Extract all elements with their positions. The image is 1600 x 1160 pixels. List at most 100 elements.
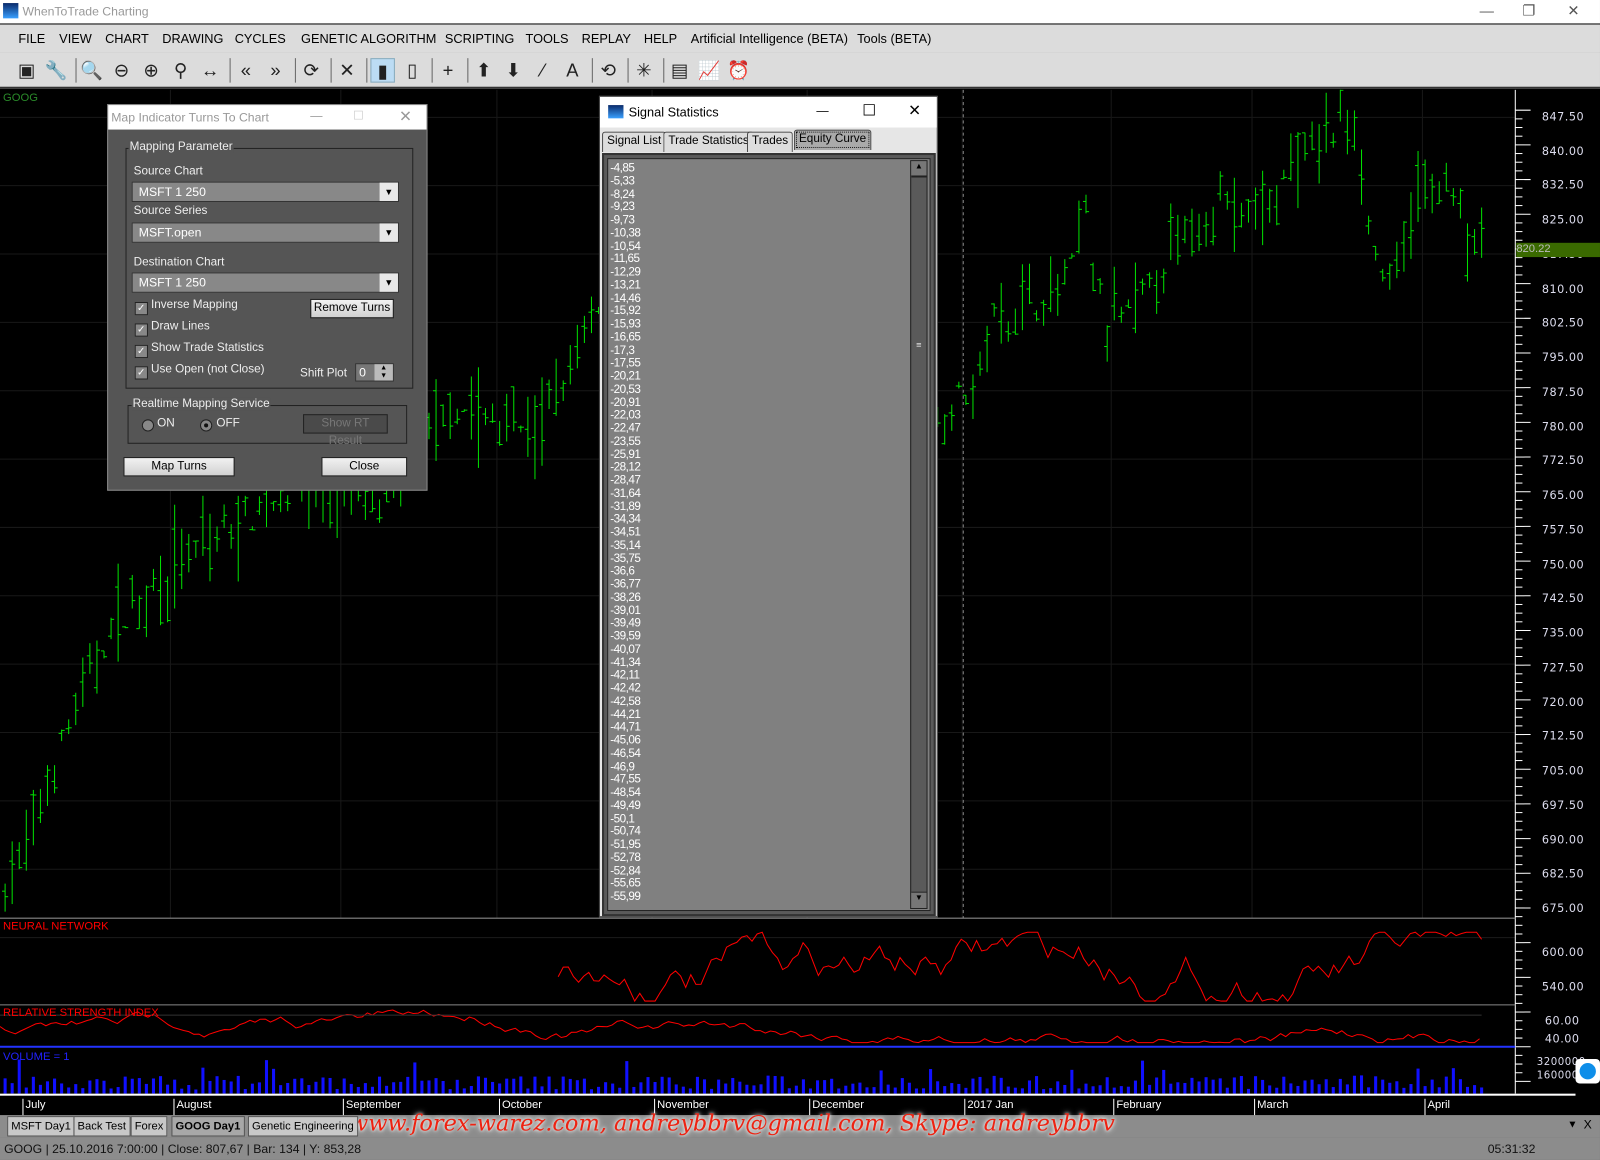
price-axis-label: 840.00	[1541, 144, 1585, 158]
menu-genetic-algorithm[interactable]: GENETIC ALGORITHM	[301, 31, 437, 46]
crosshair-icon[interactable]: +	[442, 60, 454, 81]
maximize-button[interactable]: ☐	[862, 102, 876, 120]
zoom-icon[interactable]: ⚲	[173, 60, 188, 81]
close-dialog-button[interactable]: Close	[321, 457, 408, 477]
refresh-selection-icon[interactable]: ⟳	[303, 60, 319, 81]
chart-tab-forex[interactable]: Forex	[130, 1116, 168, 1137]
volume-bar	[1473, 1085, 1477, 1094]
menu-help[interactable]: HELP	[643, 31, 678, 46]
source-series-select[interactable]: MSFT.open ▼	[131, 222, 399, 243]
zoom-reset-icon[interactable]: 🔍	[80, 60, 104, 81]
equity-list[interactable]: -4,85 -5,33 -8,24 -9,23 -9,73 -10,38 -10,54 -11…	[607, 158, 931, 912]
dialog-title: Map Indicator Turns To Chart	[111, 110, 269, 125]
scroll-up-icon[interactable]: ▲	[911, 161, 927, 178]
checkbox-label: Use Open (not Close)	[151, 363, 265, 376]
volume-bar	[455, 1079, 459, 1094]
menu-file[interactable]: FILE	[18, 31, 46, 46]
show-rt-result-button[interactable]: Show RT Result	[303, 414, 388, 447]
tab-trades[interactable]: Trades	[746, 131, 794, 153]
chevron-down-icon[interactable]: ▼	[379, 182, 398, 201]
scroll-forward-icon[interactable]: »	[270, 60, 281, 81]
scrollbar[interactable]: ▲ ≡ ▼	[910, 160, 928, 909]
volume-bar	[166, 1084, 170, 1094]
checkbox-draw-lines[interactable]: ✓	[134, 323, 148, 337]
text-tool-icon[interactable]: A	[566, 60, 579, 81]
scroll-back-icon[interactable]: «	[240, 60, 252, 81]
tab-equity-curve[interactable]: Equity Curve	[793, 129, 872, 150]
menu-chart[interactable]: CHART	[105, 31, 149, 46]
volume-bar	[363, 1083, 367, 1094]
scroll-thumb-grip-icon[interactable]: ≡	[916, 339, 922, 350]
menu-view[interactable]: VIEW	[59, 31, 92, 46]
tab-close-icon[interactable]: X	[1583, 1117, 1592, 1132]
line-tool-icon[interactable]: ⁄	[541, 60, 545, 81]
nn-label: NEURAL NETWORK	[3, 920, 109, 933]
minimize-button[interactable]: —	[1479, 2, 1494, 19]
tab-signal-list[interactable]: Signal List	[602, 131, 667, 153]
close-x-button[interactable]: ✕	[908, 102, 921, 120]
checkbox-use-open-not-close-[interactable]: ✓	[134, 366, 148, 380]
menu-cycles[interactable]: CYCLES	[234, 31, 286, 46]
maximize-button[interactable]: ☐	[353, 108, 365, 123]
volume-bar	[1042, 1089, 1046, 1094]
rt-off-radio[interactable]	[199, 419, 213, 432]
chevron-down-icon[interactable]: ▼	[379, 273, 398, 292]
scroll-down-icon[interactable]: ▼	[911, 891, 927, 908]
volume-bar	[893, 1087, 897, 1094]
volume-bar	[215, 1076, 219, 1094]
zoom-in-icon[interactable]: ⊕	[143, 60, 159, 81]
volume-bar	[1261, 1079, 1265, 1094]
volume-axis-label: 3200000	[1536, 1056, 1586, 1069]
stepper-arrows-icon[interactable]: ▲ ▼	[374, 364, 393, 381]
menu-artificial-intelligence-beta-[interactable]: Artificial Intelligence (BETA)	[690, 31, 848, 46]
arrow-up-icon[interactable]: ⬆	[475, 60, 492, 81]
clear-selection-icon[interactable]: ✕	[339, 60, 355, 81]
history-icon[interactable]: ⟲	[600, 60, 616, 81]
volume-bar	[413, 1062, 417, 1094]
rt-on-radio[interactable]	[141, 419, 155, 432]
shift-plot-value: 0	[359, 365, 367, 380]
arrow-down-icon[interactable]: ⬇	[505, 60, 521, 81]
volume-bar	[738, 1081, 742, 1094]
tab-dropdown-icon[interactable]: ▼	[1567, 1119, 1578, 1131]
new-chart-icon[interactable]: ▣	[17, 60, 36, 81]
volume-bar	[554, 1089, 558, 1094]
zoom-out-icon[interactable]: ⊖	[113, 60, 130, 81]
chart-lines-icon[interactable]: 📈	[697, 60, 721, 81]
close-x-button[interactable]: ✕	[398, 108, 412, 126]
menu-replay[interactable]: REPLAY	[581, 31, 632, 46]
menu-tools-beta-[interactable]: Tools (BETA)	[857, 31, 932, 46]
battery-low-icon[interactable]: ▯	[407, 60, 418, 81]
restore-button[interactable]: ❐	[1522, 2, 1536, 19]
close-button[interactable]: ✕	[1567, 2, 1580, 19]
chevron-down-icon[interactable]: ▼	[379, 223, 398, 242]
checkbox-inverse-mapping[interactable]: ✓	[134, 301, 148, 316]
chart-tab-back-test[interactable]: Back Test	[73, 1116, 131, 1137]
wrench-icon[interactable]: 🔧	[44, 60, 68, 81]
volume-bar	[1084, 1083, 1088, 1094]
battery-full-icon[interactable]: ▮	[370, 58, 395, 83]
shift-plot-stepper[interactable]: 0 ▲ ▼	[355, 363, 394, 382]
destination-chart-select[interactable]: MSFT 1 250 ▼	[131, 272, 399, 293]
menu-drawing[interactable]: DRAWING	[162, 31, 224, 46]
fit-width-icon[interactable]: ↔	[201, 60, 220, 81]
chart-tab-goog-day1[interactable]: GOOG Day1	[171, 1116, 245, 1137]
spider-icon[interactable]: ✳	[636, 60, 652, 81]
checkbox-show-trade-statistics[interactable]: ✓	[134, 344, 148, 359]
volume-bar	[1091, 1086, 1095, 1094]
chart-tab-genetic-engineering[interactable]: Genetic Engineering	[247, 1116, 358, 1137]
chart-tab-msft-day1[interactable]: MSFT Day1	[7, 1116, 75, 1137]
alarm-clock-icon[interactable]: ⏰	[727, 60, 751, 81]
menu-tools[interactable]: TOOLS	[525, 31, 569, 46]
minimize-button[interactable]: —	[310, 108, 323, 123]
source-chart-select[interactable]: MSFT 1 250 ▼	[131, 181, 399, 202]
volume-bar	[1345, 1084, 1349, 1094]
remove-turns-button[interactable]: Remove Turns	[310, 298, 394, 319]
map-turns-button[interactable]: Map Turns	[123, 457, 235, 477]
minimize-button[interactable]: —	[816, 103, 829, 118]
tab-trade-statistics[interactable]: Trade Statistics	[663, 131, 754, 153]
menu-scripting[interactable]: SCRIPTING	[444, 31, 515, 46]
teamviewer-icon[interactable]	[1575, 1058, 1600, 1084]
indicator-window-icon[interactable]: ▤	[670, 60, 689, 81]
volume-bar	[1246, 1088, 1251, 1094]
